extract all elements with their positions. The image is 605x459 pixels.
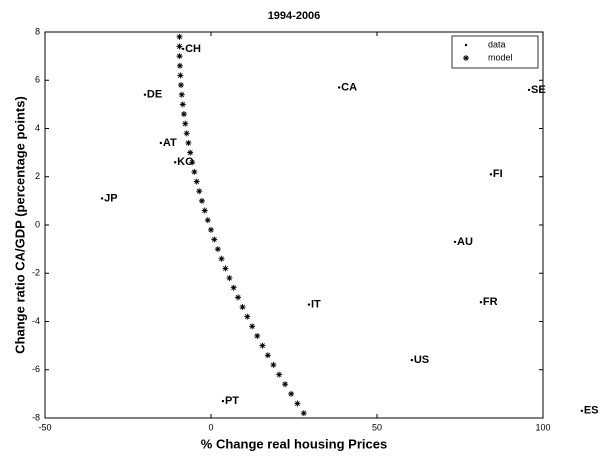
model-point [191,168,198,175]
y-tick-label: 2 [35,171,40,181]
y-tick-label: 8 [35,26,40,36]
data-point [410,358,414,362]
point-label: DE [147,89,162,101]
model-point [178,91,185,98]
data-point [453,240,457,244]
model-point [180,111,187,118]
model-point [294,400,301,407]
y-axis-label: Change ratio CA/GDP (percentage points) [12,96,27,354]
model-point [193,178,200,185]
point-label: IT [311,299,321,311]
data-point [159,141,163,145]
model-point [176,33,183,40]
model-point [249,323,256,330]
model-point [214,246,221,253]
model-point [222,265,229,272]
x-tick-label: 0 [208,422,213,432]
model-point [201,207,208,214]
model-point [244,313,251,320]
y-tick-label: -6 [32,364,40,374]
point-label: SE [531,84,546,96]
x-tick-label: 50 [372,422,382,432]
model-point [264,352,271,359]
point-label: PT [225,395,239,407]
model-point [176,62,183,69]
model-point [187,149,194,156]
model-point [177,72,184,79]
model-point [218,255,225,262]
point-label: FR [483,296,498,308]
point-label: ES [584,405,599,417]
model-point [183,130,190,137]
data-point [100,197,104,200]
model-point [288,390,295,397]
data-point [580,409,584,412]
model-point [239,304,246,311]
point-label: AT [163,137,177,149]
model-point [276,371,283,378]
y-tick-label: -4 [32,316,40,326]
data-point [489,173,493,176]
y-tick-label: 4 [35,123,40,133]
legend-box [451,35,539,69]
model-point [204,217,211,224]
x-tick-label: 100 [535,422,550,432]
model-point [226,275,233,282]
model-point [300,410,307,417]
model-point [176,53,183,60]
model-point [259,342,266,349]
legend-label: model [488,52,513,62]
y-tick-label: 0 [35,219,40,229]
model-point [182,120,189,127]
model-point [177,82,184,89]
data-point [173,161,177,164]
point-label: FI [493,168,503,180]
point-label: KO [177,156,194,168]
point-label: CA [341,81,357,93]
point-label: AU [457,236,473,248]
data-point [181,47,185,51]
y-tick-label: -8 [32,412,40,422]
data-point [527,88,531,92]
data-point [337,86,341,89]
model-point [230,284,237,291]
model-point [207,226,214,233]
x-axis-label: % Change real housing Prices [201,436,387,451]
legend-marker [463,55,469,61]
model-point [211,236,218,243]
x-tick-label: -50 [38,422,51,432]
chart-title: 1994-2006 [268,10,321,22]
data-point [221,399,225,403]
model-point [270,361,277,368]
legend-marker [464,43,468,47]
model-point [189,159,196,166]
model-point [185,139,192,146]
model-point [282,381,289,388]
legend-label: data [488,39,506,49]
point-label: US [414,354,429,366]
model-point [198,197,205,204]
model-point [235,294,242,301]
model-point [196,188,203,195]
data-point [479,301,483,304]
data-point [307,303,311,306]
model-point [176,43,183,50]
point-label: JP [104,192,117,204]
y-tick-label: 6 [35,75,40,85]
data-point [143,93,147,96]
point-label: CH [185,43,201,55]
y-tick-label: -2 [32,268,40,278]
model-point [179,101,186,108]
model-point [254,332,261,339]
